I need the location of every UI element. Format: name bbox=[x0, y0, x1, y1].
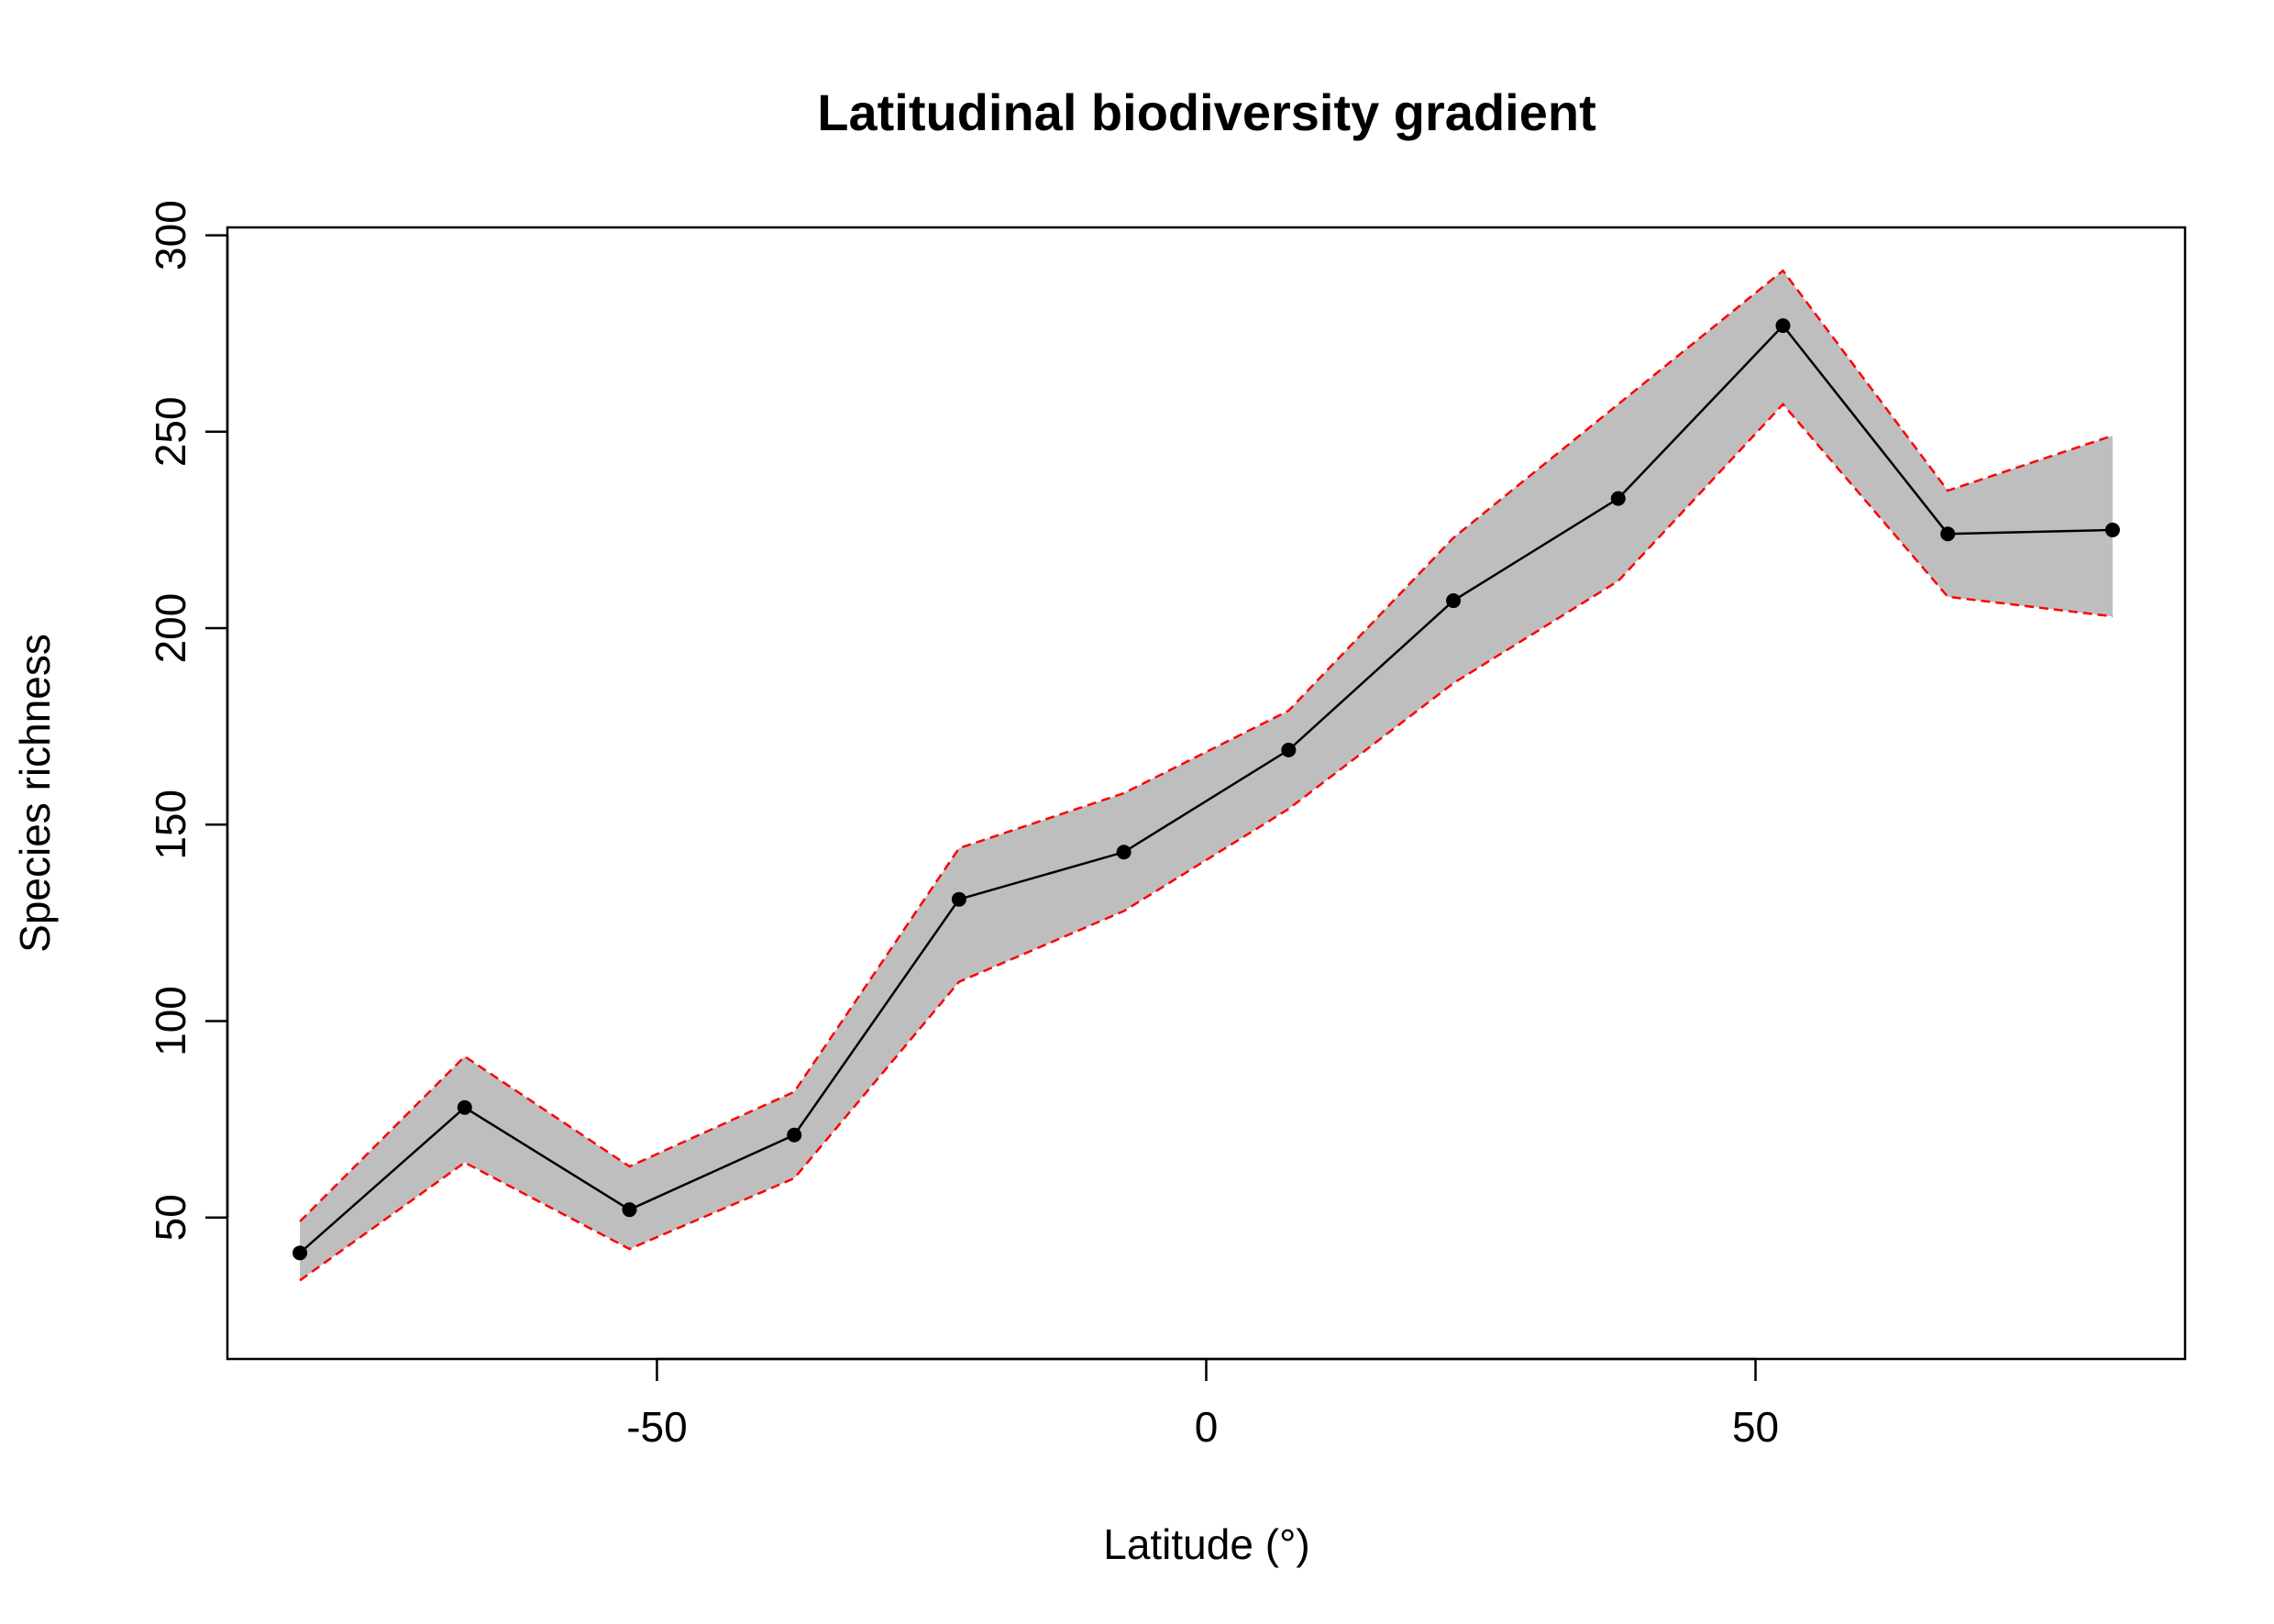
y-tick-label: 200 bbox=[147, 593, 194, 664]
data-point bbox=[457, 1099, 472, 1115]
x-tick-label: 0 bbox=[1195, 1403, 1219, 1451]
y-tick-label: 250 bbox=[147, 396, 194, 467]
data-point bbox=[1940, 526, 1956, 542]
confidence-band bbox=[300, 271, 2113, 1281]
data-point bbox=[951, 891, 966, 907]
x-tick-label: 50 bbox=[1732, 1403, 1779, 1451]
lower-bound-line bbox=[299, 402, 2114, 1282]
data-point bbox=[1281, 742, 1297, 757]
series-layer bbox=[299, 324, 2113, 1254]
y-axis-label: Species richness bbox=[11, 634, 59, 953]
data-point bbox=[622, 1202, 637, 1218]
upper-bound-line bbox=[299, 269, 2114, 1222]
data-point bbox=[1446, 593, 1462, 609]
data-point bbox=[293, 1245, 308, 1261]
chart-title: Latitudinal biodiversity gradient bbox=[817, 83, 1595, 141]
data-point bbox=[1775, 318, 1791, 334]
points-layer bbox=[293, 318, 2120, 1261]
y-tick-label: 300 bbox=[147, 200, 194, 271]
data-point bbox=[1610, 491, 1626, 506]
y-tick-label: 50 bbox=[147, 1194, 194, 1241]
x-axis: -50 0 50 bbox=[626, 1357, 1779, 1451]
y-tick-label: 150 bbox=[147, 790, 194, 860]
y-axis: 50 100 150 200 250 300 bbox=[147, 200, 229, 1241]
x-axis-label: Latitude (°) bbox=[1103, 1520, 1310, 1568]
x-tick-label: -50 bbox=[626, 1403, 687, 1451]
data-point bbox=[787, 1127, 802, 1143]
y-tick-label: 100 bbox=[147, 986, 194, 1056]
data-point bbox=[1116, 845, 1131, 860]
data-point bbox=[2104, 522, 2120, 537]
band-layer bbox=[299, 269, 2114, 1282]
richness-line bbox=[299, 324, 2113, 1254]
